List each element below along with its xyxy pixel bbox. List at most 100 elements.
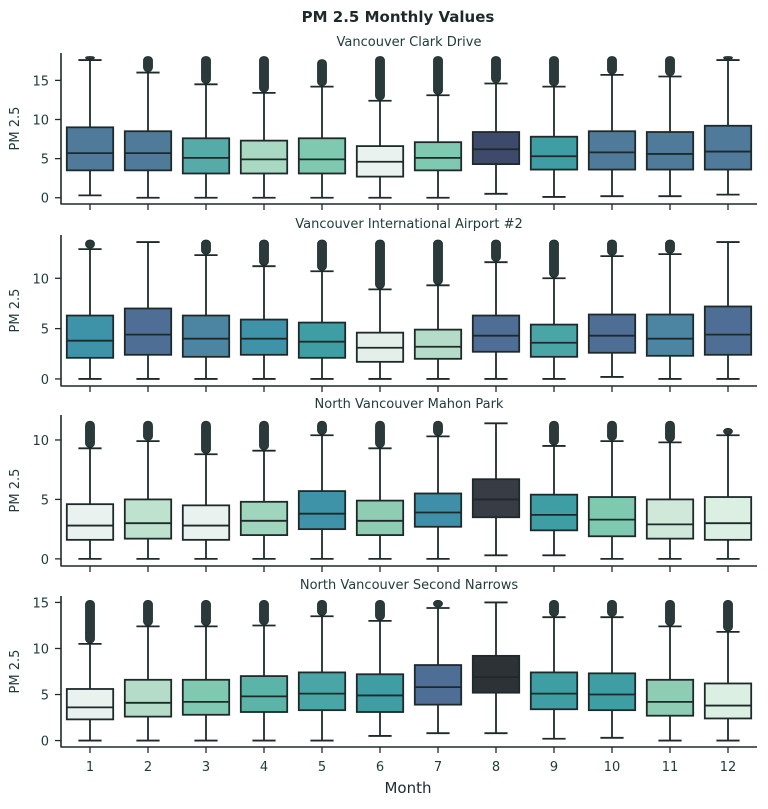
outliers (375, 56, 385, 101)
outliers (317, 239, 327, 271)
box-iqr (123, 130, 173, 172)
box-iqr (703, 682, 753, 720)
outliers (607, 420, 617, 441)
outliers (317, 59, 327, 87)
outliers (201, 239, 211, 255)
outliers (549, 600, 559, 617)
box-month-11 (645, 600, 695, 742)
panel-4: North Vancouver Second Narrows PM 2.5 0 5 10… (8, 578, 757, 775)
box-iqr (587, 313, 637, 354)
box-month-12 (703, 600, 753, 742)
box-iqr (297, 137, 347, 175)
box-iqr (471, 131, 521, 165)
x-tick-label: 9 (550, 760, 558, 775)
outliers (665, 56, 675, 76)
outliers (549, 56, 559, 87)
outliers (723, 600, 733, 632)
outliers (85, 420, 95, 448)
outliers (607, 56, 617, 75)
outliers (85, 600, 95, 644)
box-month-12 (703, 241, 753, 380)
y-tick-label: 10 (32, 642, 49, 657)
outliers (549, 420, 559, 446)
box-month-3 (181, 600, 231, 742)
box-iqr (65, 126, 115, 172)
y-axis-label: PM 2.5 (8, 289, 23, 333)
box-iqr (297, 671, 347, 712)
box-iqr (645, 131, 695, 171)
x-tick-label: 2 (144, 760, 152, 775)
chart-title: PM 2.5 Monthly Values (302, 8, 495, 26)
x-tick-label: 11 (662, 760, 679, 775)
y-tick-label: 10 (32, 114, 49, 129)
box-month-1 (65, 239, 115, 380)
box-month-8 (471, 56, 521, 195)
box-iqr (239, 500, 289, 536)
x-tick-label: 6 (376, 760, 384, 775)
box-month-6 (355, 56, 405, 199)
box-iqr (587, 672, 637, 712)
box-iqr (529, 671, 579, 711)
box-month-8 (471, 422, 521, 557)
y-tick-label: 10 (32, 272, 49, 287)
box-month-4 (239, 239, 289, 380)
outliers (143, 420, 153, 441)
box-iqr (471, 314, 521, 353)
box-month-5 (297, 59, 347, 199)
outliers (317, 420, 327, 435)
outliers (549, 239, 559, 278)
y-tick-label: 5 (41, 493, 49, 508)
y-axis-label: PM 2.5 (8, 650, 23, 694)
box-iqr (65, 503, 115, 541)
box-iqr (645, 313, 695, 357)
y-tick-label: 0 (41, 192, 49, 207)
box-month-7 (413, 600, 463, 735)
box-iqr (413, 328, 463, 360)
y-tick-label: 15 (32, 596, 49, 611)
box-iqr (297, 490, 347, 531)
outliers (433, 239, 443, 285)
outliers (85, 56, 95, 60)
outliers (201, 420, 211, 454)
outliers (375, 420, 385, 448)
box-iqr (65, 314, 115, 359)
x-tick-label: 7 (434, 760, 442, 775)
box-iqr (123, 678, 173, 718)
outliers (201, 600, 211, 626)
box-iqr (181, 678, 231, 716)
y-tick-label: 5 (41, 689, 49, 704)
box-month-8 (471, 239, 521, 380)
box-iqr (181, 137, 231, 175)
box-iqr (529, 493, 579, 532)
box-month-7 (413, 420, 463, 560)
outliers (607, 600, 617, 617)
outliers (433, 420, 443, 436)
box-iqr (587, 496, 637, 538)
outliers (143, 56, 153, 72)
panel-3: North Vancouver Mahon Park PM 2.5 0 5 10 (8, 397, 757, 572)
box-month-12 (703, 56, 753, 196)
y-tick-label: 15 (32, 74, 49, 89)
box-iqr (181, 314, 231, 358)
box-month-4 (239, 420, 289, 560)
box-iqr (703, 124, 753, 171)
outliers (143, 600, 153, 626)
box-iqr (471, 654, 521, 694)
panel-title: North Vancouver Second Narrows (300, 578, 519, 593)
box-iqr (529, 135, 579, 171)
box-month-9 (529, 600, 579, 740)
box-month-9 (529, 56, 579, 198)
box-month-2 (123, 420, 173, 560)
box-month-1 (65, 420, 115, 560)
box-month-3 (181, 56, 231, 199)
box-iqr (413, 141, 463, 172)
box-month-2 (123, 56, 173, 199)
outliers (85, 239, 95, 249)
y-tick-label: 5 (41, 323, 49, 338)
box-month-6 (355, 600, 405, 737)
box-month-5 (297, 600, 347, 742)
box-month-10 (587, 239, 637, 378)
box-month-11 (645, 239, 695, 380)
box-iqr (123, 498, 173, 540)
box-month-10 (587, 56, 637, 198)
